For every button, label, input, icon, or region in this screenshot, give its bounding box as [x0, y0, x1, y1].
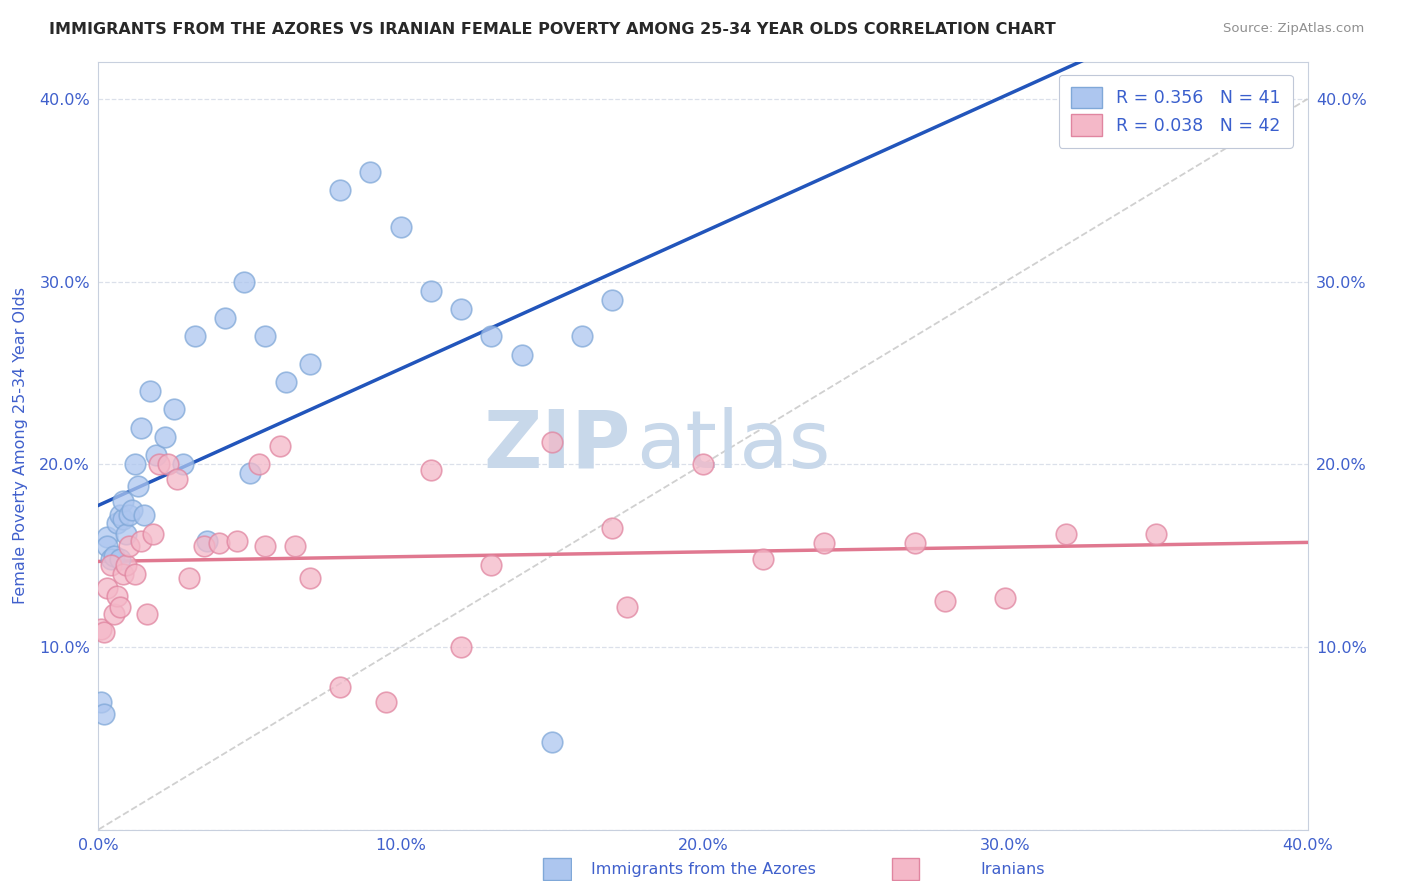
Text: ZIP: ZIP	[484, 407, 630, 485]
Point	[602, 293, 624, 307]
Point	[111, 512, 134, 526]
Point	[148, 457, 170, 471]
Point	[114, 558, 136, 572]
FancyBboxPatch shape	[543, 857, 571, 880]
Point	[813, 536, 835, 550]
Point	[195, 533, 218, 548]
Point	[274, 375, 297, 389]
Point	[96, 530, 118, 544]
Text: Source: ZipAtlas.com: Source: ZipAtlas.com	[1223, 22, 1364, 36]
Point	[284, 540, 307, 554]
Point	[208, 536, 231, 550]
Text: atlas: atlas	[637, 407, 831, 485]
Point	[1054, 526, 1077, 541]
Point	[450, 640, 472, 654]
Point	[450, 301, 472, 316]
Point	[105, 516, 128, 530]
Point	[179, 570, 201, 584]
Point	[145, 448, 167, 462]
Point	[118, 540, 141, 554]
Point	[100, 552, 122, 566]
Point	[540, 435, 562, 450]
Point	[571, 329, 593, 343]
Point	[96, 582, 118, 596]
Point	[253, 540, 276, 554]
Point	[153, 430, 176, 444]
Point	[108, 599, 131, 614]
Point	[100, 558, 122, 572]
Point	[934, 594, 956, 608]
Point	[108, 508, 131, 523]
Point	[121, 503, 143, 517]
Point	[752, 552, 775, 566]
Point	[1144, 526, 1167, 541]
Point	[93, 707, 115, 722]
Point	[253, 329, 276, 343]
Point	[193, 540, 215, 554]
Point	[111, 566, 134, 581]
Point	[132, 508, 155, 523]
Point	[139, 384, 162, 399]
Point	[247, 457, 270, 471]
Point	[103, 549, 125, 563]
Point	[129, 533, 152, 548]
Point	[360, 165, 382, 179]
Point	[540, 735, 562, 749]
Point	[420, 463, 443, 477]
Point	[214, 311, 236, 326]
Point	[226, 533, 249, 548]
Point	[692, 457, 714, 471]
Point	[93, 625, 115, 640]
Point	[129, 421, 152, 435]
Point	[163, 402, 186, 417]
Point	[299, 357, 322, 371]
Point	[329, 183, 352, 197]
Point	[994, 591, 1017, 605]
Point	[616, 599, 638, 614]
Point	[239, 467, 262, 481]
FancyBboxPatch shape	[891, 857, 920, 880]
Point	[142, 526, 165, 541]
Point	[510, 348, 533, 362]
Point	[184, 329, 207, 343]
Point	[329, 680, 352, 694]
Point	[103, 607, 125, 621]
Point	[111, 493, 134, 508]
Point	[904, 536, 927, 550]
Point	[124, 457, 146, 471]
Point	[114, 526, 136, 541]
Point	[118, 508, 141, 523]
Point	[90, 622, 112, 636]
Text: Immigrants from the Azores: Immigrants from the Azores	[591, 863, 815, 877]
Point	[124, 566, 146, 581]
Legend: R = 0.356   N = 41, R = 0.038   N = 42: R = 0.356 N = 41, R = 0.038 N = 42	[1059, 75, 1294, 148]
Text: IMMIGRANTS FROM THE AZORES VS IRANIAN FEMALE POVERTY AMONG 25-34 YEAR OLDS CORRE: IMMIGRANTS FROM THE AZORES VS IRANIAN FE…	[49, 22, 1056, 37]
Point	[232, 275, 254, 289]
Text: Iranians: Iranians	[980, 863, 1045, 877]
Point	[90, 695, 112, 709]
Point	[135, 607, 157, 621]
Point	[602, 521, 624, 535]
Point	[156, 457, 179, 471]
Point	[108, 552, 131, 566]
Point	[127, 479, 149, 493]
Point	[96, 540, 118, 554]
Point	[374, 695, 396, 709]
Point	[420, 284, 443, 298]
Point	[172, 457, 194, 471]
Point	[105, 589, 128, 603]
Point	[269, 439, 291, 453]
Point	[299, 570, 322, 584]
Point	[166, 472, 188, 486]
Point	[481, 329, 503, 343]
Y-axis label: Female Poverty Among 25-34 Year Olds: Female Poverty Among 25-34 Year Olds	[13, 287, 28, 605]
Point	[389, 219, 412, 234]
Point	[481, 558, 503, 572]
